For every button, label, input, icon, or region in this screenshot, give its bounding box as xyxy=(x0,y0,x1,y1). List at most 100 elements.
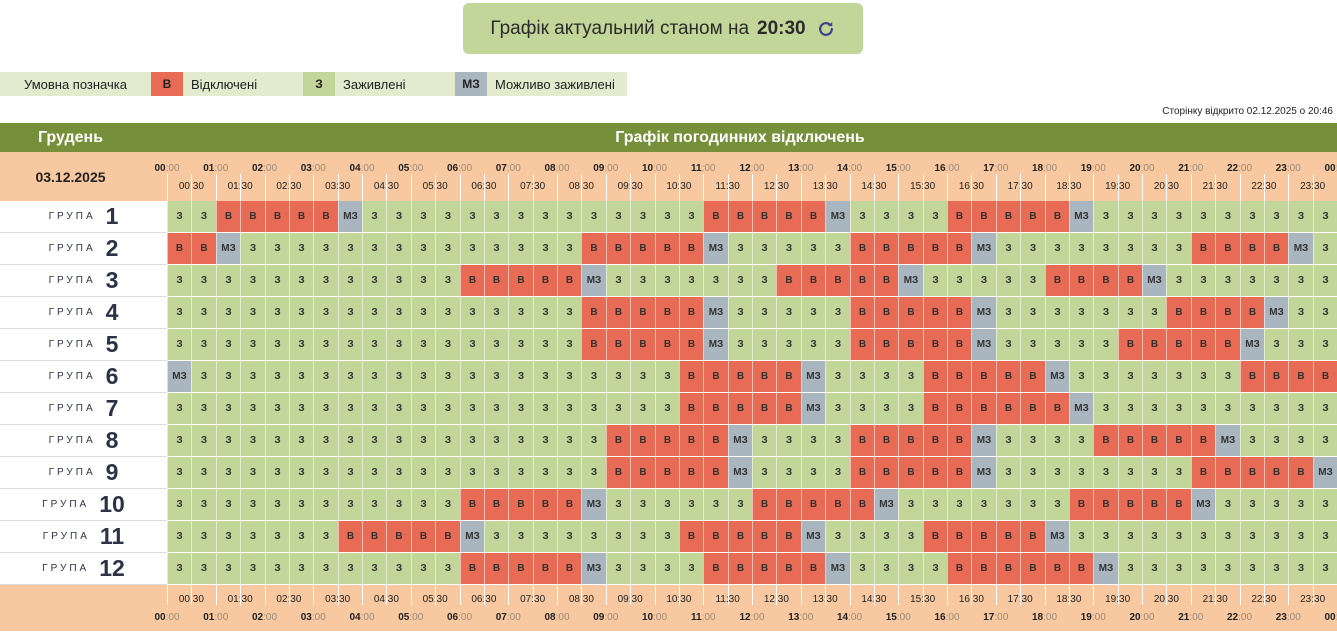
schedule-cell[interactable]: З xyxy=(386,233,411,264)
schedule-cell[interactable]: З xyxy=(776,425,801,456)
schedule-cell[interactable]: З xyxy=(1142,393,1166,424)
schedule-cell[interactable]: МЗ xyxy=(728,457,752,488)
schedule-cell[interactable]: З xyxy=(630,489,655,520)
schedule-cell[interactable]: З xyxy=(533,329,557,360)
schedule-cell[interactable]: В xyxy=(1215,329,1240,360)
schedule-cell[interactable]: З xyxy=(557,457,581,488)
schedule-cell[interactable]: В xyxy=(752,201,776,232)
schedule-cell[interactable]: З xyxy=(557,233,581,264)
schedule-cell[interactable]: З xyxy=(338,393,362,424)
schedule-cell[interactable]: В xyxy=(557,489,581,520)
schedule-cell[interactable]: В xyxy=(947,361,971,392)
schedule-cell[interactable]: З xyxy=(1142,457,1166,488)
schedule-cell[interactable]: В xyxy=(728,553,752,584)
schedule-cell[interactable]: З xyxy=(386,297,411,328)
schedule-cell[interactable]: З xyxy=(1191,265,1215,296)
schedule-cell[interactable]: З xyxy=(338,265,362,296)
schedule-cell[interactable]: В xyxy=(1020,201,1045,232)
schedule-cell[interactable]: МЗ xyxy=(1240,329,1264,360)
schedule-cell[interactable]: З xyxy=(533,201,557,232)
schedule-cell[interactable]: В xyxy=(484,265,508,296)
schedule-cell[interactable]: З xyxy=(679,201,703,232)
schedule-cell[interactable]: З xyxy=(1093,393,1118,424)
schedule-cell[interactable]: З xyxy=(289,233,313,264)
schedule-cell[interactable]: В xyxy=(703,361,728,392)
schedule-cell[interactable]: В xyxy=(898,233,923,264)
schedule-cell[interactable]: МЗ xyxy=(703,329,728,360)
schedule-cell[interactable]: З xyxy=(386,393,411,424)
schedule-cell[interactable]: З xyxy=(1069,297,1093,328)
schedule-cell[interactable]: З xyxy=(167,553,191,584)
schedule-cell[interactable]: З xyxy=(923,201,947,232)
schedule-cell[interactable]: В xyxy=(1240,233,1264,264)
schedule-cell[interactable]: В xyxy=(801,265,825,296)
schedule-cell[interactable]: З xyxy=(947,265,971,296)
schedule-cell[interactable]: З xyxy=(1118,521,1142,552)
schedule-cell[interactable]: В xyxy=(996,361,1020,392)
schedule-cell[interactable]: З xyxy=(581,393,606,424)
schedule-cell[interactable]: З xyxy=(289,425,313,456)
schedule-cell[interactable]: З xyxy=(167,297,191,328)
schedule-cell[interactable]: З xyxy=(971,265,996,296)
schedule-cell[interactable]: З xyxy=(508,393,533,424)
schedule-cell[interactable]: З xyxy=(1069,233,1093,264)
schedule-cell[interactable]: З xyxy=(825,521,850,552)
schedule-cell[interactable]: З xyxy=(996,265,1020,296)
schedule-cell[interactable]: В xyxy=(776,201,801,232)
schedule-cell[interactable]: З xyxy=(801,425,825,456)
schedule-cell[interactable]: З xyxy=(265,553,289,584)
schedule-cell[interactable]: МЗ xyxy=(874,489,898,520)
schedule-cell[interactable]: З xyxy=(1020,297,1045,328)
schedule-cell[interactable]: З xyxy=(435,297,460,328)
schedule-cell[interactable]: З xyxy=(825,425,850,456)
schedule-cell[interactable]: З xyxy=(362,297,386,328)
schedule-cell[interactable]: В xyxy=(947,553,971,584)
schedule-cell[interactable]: В xyxy=(655,297,679,328)
schedule-cell[interactable]: З xyxy=(435,489,460,520)
schedule-cell[interactable]: В xyxy=(728,393,752,424)
schedule-cell[interactable]: З xyxy=(1118,233,1142,264)
schedule-cell[interactable]: З xyxy=(362,265,386,296)
schedule-cell[interactable]: В xyxy=(679,425,703,456)
schedule-cell[interactable]: З xyxy=(338,457,362,488)
schedule-cell[interactable]: З xyxy=(655,201,679,232)
schedule-cell[interactable]: В xyxy=(679,233,703,264)
schedule-cell[interactable]: З xyxy=(581,361,606,392)
schedule-cell[interactable]: З xyxy=(484,425,508,456)
schedule-cell[interactable]: МЗ xyxy=(971,297,996,328)
schedule-cell[interactable]: З xyxy=(1288,553,1313,584)
schedule-cell[interactable]: В xyxy=(1264,361,1288,392)
schedule-cell[interactable]: В xyxy=(557,553,581,584)
schedule-cell[interactable]: З xyxy=(1288,425,1313,456)
schedule-cell[interactable]: В xyxy=(971,553,996,584)
schedule-cell[interactable]: З xyxy=(1240,425,1264,456)
schedule-cell[interactable]: З xyxy=(679,265,703,296)
schedule-cell[interactable]: З xyxy=(265,329,289,360)
schedule-cell[interactable]: В xyxy=(1240,297,1264,328)
schedule-cell[interactable]: З xyxy=(1313,201,1337,232)
schedule-cell[interactable]: В xyxy=(776,393,801,424)
schedule-cell[interactable]: З xyxy=(630,265,655,296)
schedule-cell[interactable]: В xyxy=(679,521,703,552)
schedule-cell[interactable]: З xyxy=(898,521,923,552)
schedule-cell[interactable]: З xyxy=(362,489,386,520)
schedule-cell[interactable]: З xyxy=(240,297,265,328)
schedule-cell[interactable]: В xyxy=(850,457,874,488)
schedule-cell[interactable]: З xyxy=(557,521,581,552)
schedule-cell[interactable]: З xyxy=(728,297,752,328)
schedule-cell[interactable]: В xyxy=(533,489,557,520)
schedule-cell[interactable]: МЗ xyxy=(1045,521,1069,552)
schedule-cell[interactable]: З xyxy=(338,425,362,456)
schedule-cell[interactable]: МЗ xyxy=(898,265,923,296)
schedule-cell[interactable]: В xyxy=(703,521,728,552)
schedule-cell[interactable]: З xyxy=(216,457,240,488)
schedule-cell[interactable]: З xyxy=(460,393,484,424)
schedule-cell[interactable]: З xyxy=(1045,457,1069,488)
schedule-cell[interactable]: З xyxy=(1166,233,1191,264)
schedule-cell[interactable]: В xyxy=(1118,489,1142,520)
schedule-cell[interactable]: З xyxy=(1288,521,1313,552)
schedule-cell[interactable]: З xyxy=(1264,521,1288,552)
schedule-cell[interactable]: З xyxy=(1093,297,1118,328)
schedule-cell[interactable]: З xyxy=(289,297,313,328)
schedule-cell[interactable]: В xyxy=(874,457,898,488)
